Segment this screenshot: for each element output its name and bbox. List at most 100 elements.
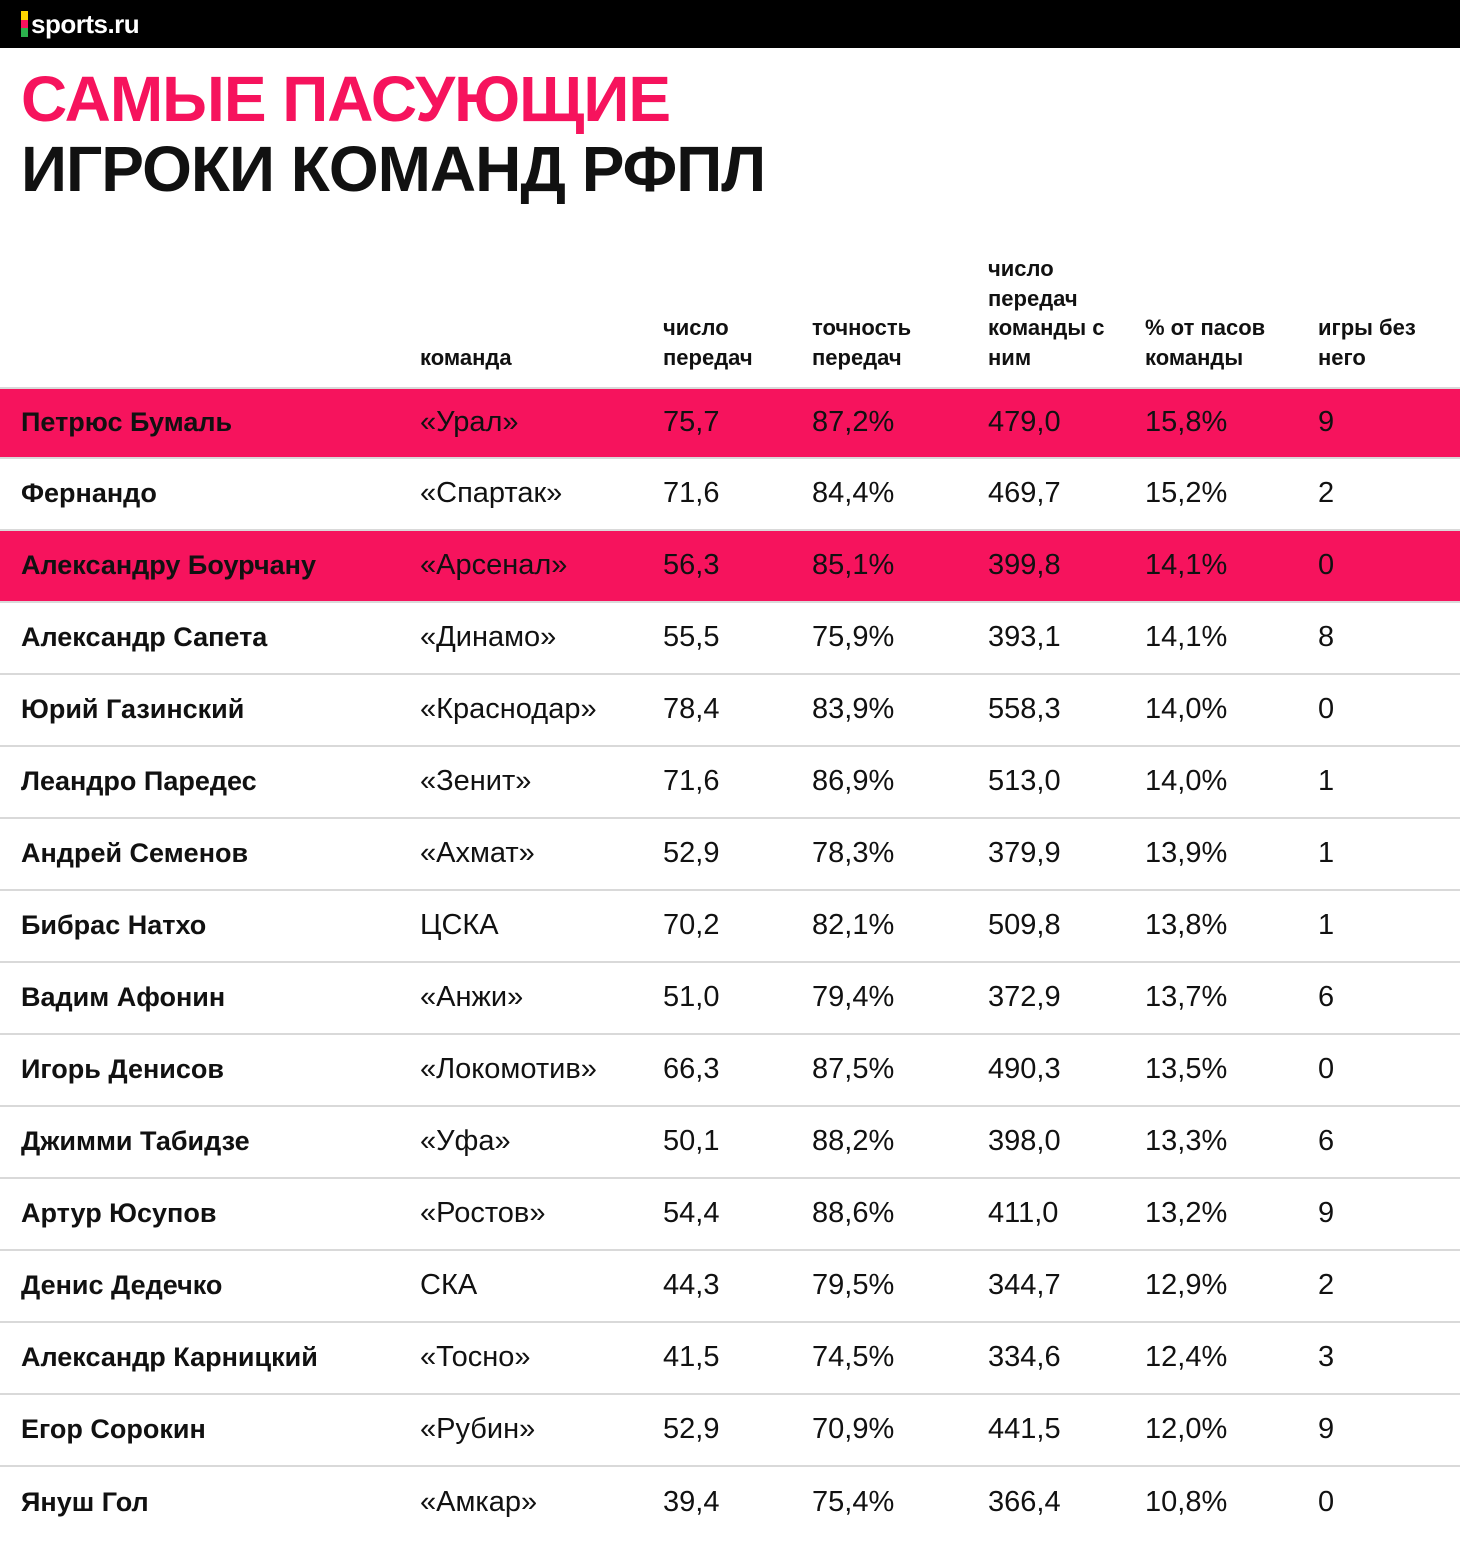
team-cell: «Рубин» — [420, 1413, 536, 1446]
table-row: Леандро Паредес «Зенит» 71,6 86,9% 513,0… — [0, 747, 1460, 819]
team-passes-cell: 372,9 — [988, 981, 1061, 1014]
page-title-line1: САМЫЕ ПАСУЮЩИЕ — [21, 63, 671, 135]
passes-cell: 66,3 — [663, 1053, 720, 1086]
column-header-games-without: игры без него — [1318, 315, 1416, 371]
column-header-team: команда — [420, 345, 512, 371]
accuracy-cell: 78,3% — [812, 837, 895, 870]
team-passes-cell: 393,1 — [988, 621, 1061, 654]
player-name-cell: Александр Сапета — [21, 622, 268, 653]
title-block: САМЫЕ ПАСУЮЩИЕ ИГРОКИ КОМАНД РФПЛ — [0, 48, 1460, 209]
passes-cell: 71,6 — [663, 765, 720, 798]
games-without-cell: 0 — [1318, 1053, 1335, 1086]
team-cell: «Локомотив» — [420, 1053, 597, 1086]
games-without-cell: 2 — [1318, 1269, 1335, 1302]
pct-cell: 13,7% — [1145, 981, 1228, 1014]
passes-cell: 39,4 — [663, 1486, 720, 1519]
sports-ru-logo-text: sports.ru — [31, 9, 140, 39]
pct-cell: 12,9% — [1145, 1269, 1228, 1302]
table-row: Александр Карницкий «Тосно» 41,5 74,5% 3… — [0, 1323, 1460, 1395]
player-name-cell: Петрюс Бумаль — [21, 407, 233, 438]
team-cell: СКА — [420, 1269, 478, 1302]
player-name-cell: Александру Боурчану — [21, 550, 316, 581]
pct-cell: 13,2% — [1145, 1197, 1228, 1230]
team-cell: «Ахмат» — [420, 837, 535, 870]
accuracy-cell: 87,5% — [812, 1053, 895, 1086]
table-row: Денис Дедечко СКА 44,3 79,5% 344,7 12,9%… — [0, 1251, 1460, 1323]
passes-cell: 56,3 — [663, 549, 720, 582]
games-without-cell: 8 — [1318, 621, 1335, 654]
team-passes-cell: 509,8 — [988, 909, 1061, 942]
team-passes-cell: 441,5 — [988, 1413, 1061, 1446]
team-cell: «Спартак» — [420, 477, 563, 510]
games-without-cell: 9 — [1318, 406, 1335, 439]
table-row: Юрий Газинский «Краснодар» 78,4 83,9% 55… — [0, 675, 1460, 747]
team-cell: «Арсенал» — [420, 549, 568, 582]
table-row: Игорь Денисов «Локомотив» 66,3 87,5% 490… — [0, 1035, 1460, 1107]
team-cell: «Урал» — [420, 406, 519, 439]
team-cell: «Амкар» — [420, 1486, 538, 1519]
pct-cell: 14,0% — [1145, 693, 1228, 726]
accuracy-cell: 84,4% — [812, 477, 895, 510]
team-passes-cell: 399,8 — [988, 549, 1061, 582]
team-passes-cell: 334,6 — [988, 1341, 1061, 1374]
games-without-cell: 6 — [1318, 1125, 1335, 1158]
team-cell: «Динамо» — [420, 621, 557, 654]
accuracy-cell: 75,4% — [812, 1486, 895, 1519]
table-row: Джимми Табидзе «Уфа» 50,1 88,2% 398,0 13… — [0, 1107, 1460, 1179]
player-name-cell: Андрей Семенов — [21, 838, 249, 869]
team-passes-cell: 398,0 — [988, 1125, 1061, 1158]
accuracy-cell: 70,9% — [812, 1413, 895, 1446]
passes-cell: 52,9 — [663, 837, 720, 870]
table-row: Артур Юсупов «Ростов» 54,4 88,6% 411,0 1… — [0, 1179, 1460, 1251]
games-without-cell: 1 — [1318, 909, 1335, 942]
passes-cell: 44,3 — [663, 1269, 720, 1302]
team-cell: «Краснодар» — [420, 693, 597, 726]
page-title-line2: ИГРОКИ КОМАНД РФПЛ — [21, 133, 766, 206]
passes-cell: 51,0 — [663, 981, 720, 1014]
passes-cell: 54,4 — [663, 1197, 720, 1230]
passes-cell: 75,7 — [663, 406, 720, 439]
pct-cell: 14,1% — [1145, 621, 1228, 654]
team-passes-cell: 513,0 — [988, 765, 1061, 798]
team-passes-cell: 366,4 — [988, 1486, 1061, 1519]
player-name-cell: Фернандо — [21, 478, 157, 509]
player-name-cell: Игорь Денисов — [21, 1054, 224, 1085]
accuracy-cell: 85,1% — [812, 549, 895, 582]
column-header-passes: число передач — [663, 315, 753, 371]
table-row: Бибрас Натхо ЦСКА 70,2 82,1% 509,8 13,8%… — [0, 891, 1460, 963]
accuracy-cell: 79,5% — [812, 1269, 895, 1302]
team-cell: ЦСКА — [420, 909, 499, 942]
team-cell: «Анжи» — [420, 981, 524, 1014]
passes-cell: 41,5 — [663, 1341, 720, 1374]
team-passes-cell: 490,3 — [988, 1053, 1061, 1086]
team-passes-cell: 379,9 — [988, 837, 1061, 870]
passes-cell: 70,2 — [663, 909, 720, 942]
accuracy-cell: 87,2% — [812, 406, 895, 439]
pct-cell: 12,4% — [1145, 1341, 1228, 1374]
table-row: Александру Боурчану «Арсенал» 56,3 85,1%… — [0, 530, 1460, 603]
team-cell: «Уфа» — [420, 1125, 511, 1158]
pct-cell: 14,1% — [1145, 549, 1228, 582]
team-cell: «Ростов» — [420, 1197, 546, 1230]
sports-ru-stripes-icon — [21, 11, 28, 38]
player-name-cell: Януш Гол — [21, 1487, 149, 1518]
pct-cell: 15,2% — [1145, 477, 1228, 510]
table-header-row: команда число передач точность передач ч… — [0, 209, 1460, 387]
pct-cell: 13,8% — [1145, 909, 1228, 942]
player-name-cell: Леандро Паредес — [21, 766, 257, 797]
accuracy-cell: 79,4% — [812, 981, 895, 1014]
column-header-pct: % от пасов команды — [1145, 315, 1266, 371]
pct-cell: 15,8% — [1145, 406, 1228, 439]
table-row: Януш Гол «Амкар» 39,4 75,4% 366,4 10,8% … — [0, 1467, 1460, 1539]
accuracy-cell: 86,9% — [812, 765, 895, 798]
accuracy-cell: 82,1% — [812, 909, 895, 942]
team-passes-cell: 344,7 — [988, 1269, 1061, 1302]
games-without-cell: 1 — [1318, 765, 1335, 798]
pct-cell: 12,0% — [1145, 1413, 1228, 1446]
passes-cell: 71,6 — [663, 477, 720, 510]
player-name-cell: Юрий Газинский — [21, 694, 245, 725]
table-row: Егор Сорокин «Рубин» 52,9 70,9% 441,5 12… — [0, 1395, 1460, 1467]
team-passes-cell: 558,3 — [988, 693, 1061, 726]
games-without-cell: 0 — [1318, 549, 1335, 582]
table-row: Александр Сапета «Динамо» 55,5 75,9% 393… — [0, 603, 1460, 675]
